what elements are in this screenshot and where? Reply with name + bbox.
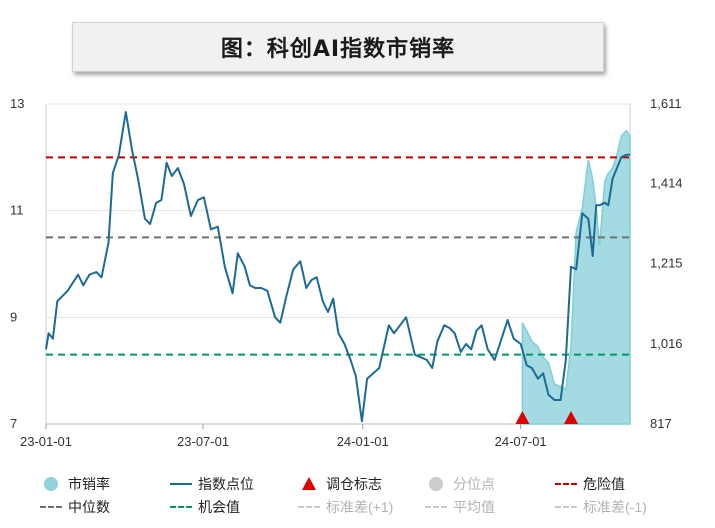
legend-std-minus-symbol <box>555 500 577 514</box>
legend-rebalance-label: 调仓标志 <box>326 476 382 492</box>
legend-index-label: 指数点位 <box>198 476 254 492</box>
x-tick-label-1: 23-07-01 <box>177 434 229 449</box>
legend-opportunity-label: 机会值 <box>198 499 240 515</box>
legend-std-plus-label: 标准差(+1) <box>326 499 394 515</box>
chart-legend: 市销率 指数点位 调仓标志 分位点 危险值 中位数 机会值 标准差(+1) 平均… <box>40 470 680 522</box>
right-tick-label-4: 817 <box>650 416 672 431</box>
legend-item-ps[interactable]: 市销率 <box>40 474 110 494</box>
legend-opportunity-symbol <box>170 500 192 514</box>
series-index-line <box>45 111 630 423</box>
legend-percentile-label: 分位点 <box>453 476 495 492</box>
legend-item-median[interactable]: 中位数 <box>40 497 110 517</box>
left-tick-label-3: 7 <box>10 416 17 431</box>
right-tick-label-2: 1,215 <box>650 256 683 271</box>
legend-item-opportunity[interactable]: 机会值 <box>170 497 240 517</box>
right-tick-label-3: 1,016 <box>650 336 683 351</box>
legend-danger-symbol <box>555 477 577 491</box>
legend-std-plus-symbol <box>298 500 320 514</box>
legend-std-minus-label: 标准差(-1) <box>583 499 647 515</box>
legend-item-index[interactable]: 指数点位 <box>170 474 254 494</box>
legend-ps-symbol <box>40 477 62 491</box>
legend-median-symbol <box>40 500 62 514</box>
right-tick-label-0: 1,611 <box>650 96 682 111</box>
legend-item-rebalance[interactable]: 调仓标志 <box>298 474 382 494</box>
legend-item-std-plus[interactable]: 标准差(+1) <box>298 497 393 517</box>
legend-mean-label: 平均值 <box>453 499 495 515</box>
legend-mean-symbol <box>425 500 447 514</box>
legend-danger-label: 危险值 <box>583 476 625 492</box>
legend-item-std-minus[interactable]: 标准差(-1) <box>555 497 647 517</box>
left-tick-label-1: 11 <box>10 203 24 218</box>
rebalance-marker-0 <box>515 411 530 424</box>
x-tick-label-2: 24-01-01 <box>337 434 389 449</box>
right-tick-label-1: 1,414 <box>650 175 683 190</box>
legend-item-percentile[interactable]: 分位点 <box>425 474 495 494</box>
legend-rebalance-symbol <box>298 477 320 491</box>
x-tick-label-0: 23-01-01 <box>20 434 72 449</box>
rebalance-marker-1 <box>563 411 578 424</box>
legend-ps-label: 市销率 <box>68 476 110 492</box>
x-tick-label-3: 24-07-01 <box>495 434 547 449</box>
legend-index-symbol <box>170 477 192 491</box>
chart-title-box: 图：科创AI指数市销率 <box>72 22 604 72</box>
chart-title: 图：科创AI指数市销率 <box>220 37 456 62</box>
legend-item-mean[interactable]: 平均值 <box>425 497 495 517</box>
chart-plot: 13 11 9 7 1,611 1,414 1,215 1,016 817 23-01-01 23-… <box>10 96 683 449</box>
legend-percentile-symbol <box>425 477 447 491</box>
left-tick-label-2: 9 <box>10 309 17 324</box>
legend-item-danger[interactable]: 危险值 <box>555 474 625 494</box>
legend-median-label: 中位数 <box>68 499 110 515</box>
left-tick-label-0: 13 <box>10 96 24 111</box>
